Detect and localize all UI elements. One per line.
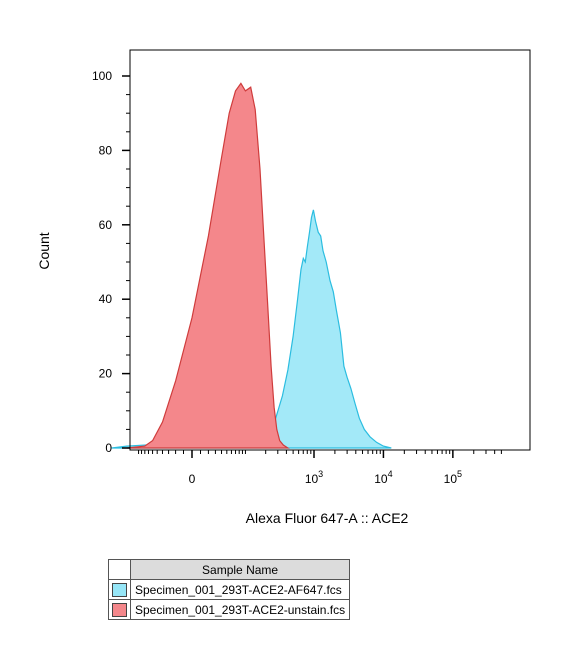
y-axis-label: Count — [36, 232, 52, 269]
legend-header-corner — [108, 559, 131, 580]
x-tick-label: 0 — [189, 472, 196, 486]
sample-legend-table: Sample Name Specimen_001_293T-ACE2-AF647… — [108, 559, 351, 620]
x-tick-label: 105 — [444, 469, 462, 486]
legend-header-row: Sample Name — [108, 559, 351, 580]
legend-swatch-color — [112, 602, 127, 617]
legend-row: Specimen_001_293T-ACE2-AF647.fcs — [108, 579, 351, 600]
x-axis-label: Alexa Fluor 647-A :: ACE2 — [246, 510, 409, 526]
y-axis: 0 20 40 60 80 100 — [92, 50, 131, 455]
x-axis: 0 103 104 105 — [130, 449, 530, 486]
legend-label: Specimen_001_293T-ACE2-unstain.fcs — [129, 599, 351, 620]
legend-header: Sample Name — [129, 559, 351, 580]
y-tick-label: 80 — [99, 143, 113, 157]
y-tick-label: 0 — [105, 441, 112, 455]
legend-swatch — [108, 599, 131, 620]
histogram-chart: 0 20 40 60 80 100 0 103 104 105 Count Alexa Fluo… — [36, 49, 531, 526]
y-tick-label: 100 — [92, 69, 112, 83]
legend-swatch — [108, 579, 131, 600]
x-tick-label: 103 — [305, 469, 323, 486]
legend-label: Specimen_001_293T-ACE2-AF647.fcs — [129, 579, 351, 600]
y-tick-label: 40 — [99, 292, 113, 306]
histogram-series — [126, 82, 290, 449]
legend-row: Specimen_001_293T-ACE2-unstain.fcs — [108, 599, 351, 620]
legend-swatch-color — [112, 582, 127, 597]
y-tick-label: 60 — [99, 218, 113, 232]
series-layer — [111, 82, 392, 449]
x-tick-label: 104 — [374, 469, 392, 486]
y-tick-label: 20 — [99, 367, 113, 381]
